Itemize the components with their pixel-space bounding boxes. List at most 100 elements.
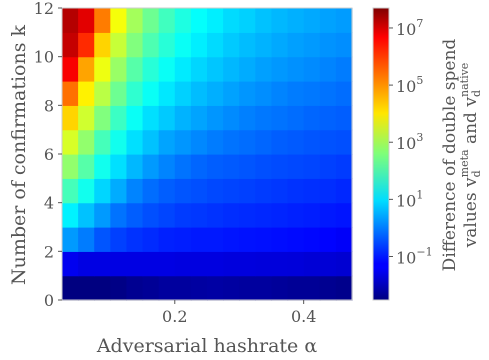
heatmap-cell <box>271 105 289 131</box>
heatmap-cell <box>126 129 144 155</box>
heatmap-cell <box>223 178 240 204</box>
heatmap-cell <box>223 105 240 131</box>
heatmap-cell <box>142 56 160 82</box>
heatmap-cell <box>271 81 289 106</box>
heatmap-cell <box>223 32 240 58</box>
heatmap-cell <box>142 251 160 277</box>
heatmap-cell <box>190 81 208 106</box>
heatmap-cell <box>110 8 128 33</box>
heatmap-cell <box>207 105 224 131</box>
heatmap-cell <box>271 275 289 301</box>
colorbar-tick-label: 107 <box>396 17 423 39</box>
heatmap-cell <box>174 8 192 33</box>
heatmap-cell <box>158 32 176 58</box>
heatmap-cell <box>126 105 144 131</box>
heatmap-cell <box>190 178 208 204</box>
heatmap-cell <box>271 129 289 155</box>
heatmap-cell <box>94 81 111 106</box>
heatmap-cell <box>142 227 160 252</box>
y-tick-label: 0 <box>44 291 54 310</box>
heatmap-cell <box>287 56 305 82</box>
heatmap-cell <box>94 178 111 204</box>
heatmap-cell <box>110 202 128 228</box>
heatmap-cell <box>319 202 337 228</box>
heatmap-cell <box>255 8 273 33</box>
colorbar-tick-label: 101 <box>396 188 423 210</box>
heatmap-cell <box>142 105 160 131</box>
heatmap-cell <box>174 105 192 131</box>
heatmap-cell <box>190 227 208 252</box>
heatmap-cell <box>142 8 160 33</box>
heatmap-cell <box>190 32 208 58</box>
colorbar-ticks: 107 105 103 101 10−1 <box>389 17 433 267</box>
heatmap-cell <box>174 275 192 301</box>
cb-label-prefix: values v <box>461 177 481 248</box>
heatmap-cell <box>271 8 289 33</box>
heatmap-cell <box>126 81 144 106</box>
heatmap-cell <box>62 202 79 228</box>
heatmap-cell <box>239 56 256 82</box>
heatmap-cell <box>335 154 353 179</box>
heatmap-cell <box>110 251 128 277</box>
heatmap-cell <box>126 154 144 179</box>
heatmap-cell <box>94 251 111 277</box>
heatmap-cell <box>303 56 321 82</box>
heatmap-cell <box>142 202 160 228</box>
heatmap-cell <box>207 56 224 82</box>
heatmap-cell <box>271 32 289 58</box>
heatmap-cell <box>110 105 128 131</box>
heatmap-cell <box>303 154 321 179</box>
heatmap-cell <box>110 227 128 252</box>
heatmap-cell <box>78 178 95 204</box>
heatmap-cell <box>271 178 289 204</box>
heatmap-cell <box>62 178 79 204</box>
heatmap-cell <box>335 129 353 155</box>
colorbar-tick-label: 103 <box>396 131 423 153</box>
heatmap-cell <box>94 8 111 33</box>
heatmap-cell <box>207 227 224 252</box>
heatmap-cell <box>62 154 79 179</box>
heatmap-cell <box>287 227 305 252</box>
heatmap-cell <box>335 32 353 58</box>
heatmap-cell <box>319 178 337 204</box>
x-tick-label: 0.2 <box>162 307 187 326</box>
heatmap-cell <box>239 202 256 228</box>
heatmap-cell <box>239 8 256 33</box>
heatmap-cell <box>223 8 240 33</box>
heatmap-cell <box>271 227 289 252</box>
heatmap-cell <box>335 81 353 106</box>
heatmap-cell <box>207 275 224 301</box>
heatmap-cell <box>239 154 256 179</box>
heatmap-cell <box>239 178 256 204</box>
colorbar-tick-label: 10−1 <box>396 245 433 267</box>
heatmap-cell <box>62 56 79 82</box>
heatmap-cell <box>62 129 79 155</box>
colorbar-label-line2: values vdmeta and vdnative <box>458 63 483 249</box>
heatmap-cell <box>207 129 224 155</box>
heatmap-cell <box>287 32 305 58</box>
heatmap-cell <box>303 202 321 228</box>
heatmap-cell <box>126 227 144 252</box>
heatmap-cell <box>174 154 192 179</box>
heatmap-cell <box>335 56 353 82</box>
heatmap-cell <box>255 32 273 58</box>
heatmap-cell <box>207 178 224 204</box>
heatmap-cell <box>319 275 337 301</box>
heatmap-cell <box>78 105 95 131</box>
heatmap-cell <box>271 251 289 277</box>
heatmap-cell <box>174 81 192 106</box>
heatmap-cell <box>110 129 128 155</box>
heatmap-cell <box>239 32 256 58</box>
heatmap-cell <box>78 56 95 82</box>
heatmap-cell <box>126 32 144 58</box>
heatmap-cell <box>158 275 176 301</box>
heatmap-cell <box>126 202 144 228</box>
heatmap-cell <box>142 129 160 155</box>
heatmap-cell <box>303 8 321 33</box>
heatmap-cell <box>110 275 128 301</box>
heatmap-cell <box>287 105 305 131</box>
heatmap-cell <box>287 129 305 155</box>
heatmap-cell <box>94 202 111 228</box>
heatmap-cell <box>287 202 305 228</box>
